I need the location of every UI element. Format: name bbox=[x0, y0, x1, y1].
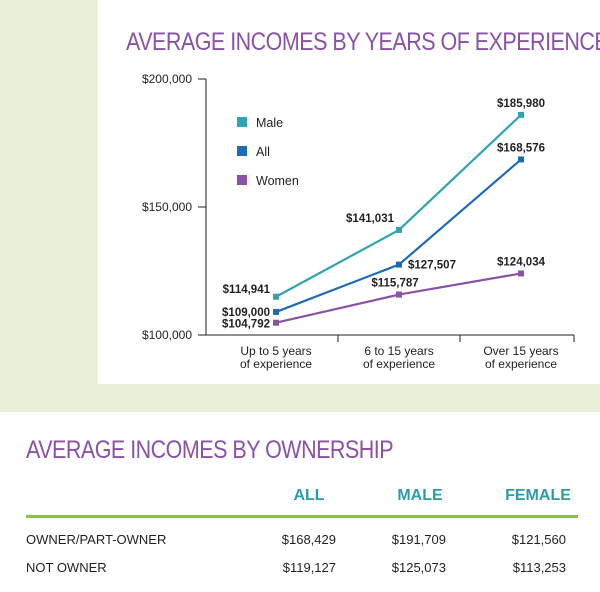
data-label-women: $115,787 bbox=[371, 278, 418, 290]
data-label-male: $114,941 bbox=[223, 284, 271, 296]
column-header-male: MALE bbox=[397, 487, 443, 504]
cell-owner-male: $191,709 bbox=[391, 532, 446, 547]
data-point-male bbox=[518, 111, 524, 118]
data-label-women: $124,034 bbox=[497, 256, 546, 268]
data-label-all: $109,000 bbox=[222, 307, 270, 319]
data-point-women bbox=[518, 270, 524, 277]
ownership-section: AVERAGE INCOMES BY OWNERSHIP ALL MALE FE… bbox=[0, 412, 600, 592]
column-header-all: ALL bbox=[293, 487, 325, 504]
legend-swatch-women bbox=[237, 175, 247, 185]
legend-label-all: All bbox=[256, 145, 270, 159]
y-tick-label: $100,000 bbox=[142, 328, 192, 342]
chart-panel bbox=[98, 0, 600, 384]
data-point-male bbox=[273, 293, 279, 300]
data-label-women: $104,792 bbox=[222, 319, 270, 331]
experience-line-chart: $100,000 $150,000 $200,000 Up to 5 years of … bbox=[142, 72, 575, 371]
y-tick-label: $200,000 bbox=[142, 72, 192, 86]
row-label-owner: OWNER/PART-OWNER bbox=[26, 532, 167, 547]
data-point-all bbox=[273, 308, 279, 315]
ownership-title: AVERAGE INCOMES BY OWNERSHIP bbox=[26, 436, 394, 464]
legend-label-male: Male bbox=[256, 116, 283, 130]
series-line-male bbox=[275, 114, 522, 298]
data-label-all: $168,576 bbox=[497, 142, 545, 154]
data-label-all: $127,507 bbox=[408, 260, 456, 272]
x-tick-label: Up to 5 years of experience bbox=[240, 344, 312, 371]
x-tick-label: Over 15 years of experience bbox=[483, 344, 558, 371]
cell-owner-female: $121,560 bbox=[511, 532, 566, 547]
legend-swatch-male bbox=[237, 117, 247, 127]
data-point-male bbox=[396, 226, 402, 233]
cell-not-owner-all: $119,127 bbox=[282, 560, 336, 575]
data-label-male: $185,980 bbox=[497, 98, 545, 110]
x-tick-label: 6 to 15 years of experience bbox=[363, 344, 435, 371]
y-tick-label: $150,000 bbox=[142, 200, 192, 214]
legend-swatch-all bbox=[237, 146, 247, 156]
data-point-all bbox=[396, 261, 402, 268]
legend-label-women: Women bbox=[256, 174, 299, 188]
chart-title: AVERAGE INCOMES BY YEARS OF EXPERIENCE bbox=[126, 28, 600, 56]
data-point-women bbox=[396, 291, 402, 298]
row-label-not-owner: NOT OWNER bbox=[26, 560, 107, 575]
cell-not-owner-female: $113,253 bbox=[512, 560, 566, 575]
data-label-male: $141,031 bbox=[346, 213, 395, 225]
header-rule bbox=[26, 515, 578, 518]
data-point-all bbox=[518, 156, 524, 163]
data-point-women bbox=[273, 319, 279, 326]
column-header-female: FEMALE bbox=[505, 487, 571, 504]
cell-not-owner-male: $125,073 bbox=[391, 560, 446, 575]
cell-owner-all: $168,429 bbox=[281, 532, 336, 547]
